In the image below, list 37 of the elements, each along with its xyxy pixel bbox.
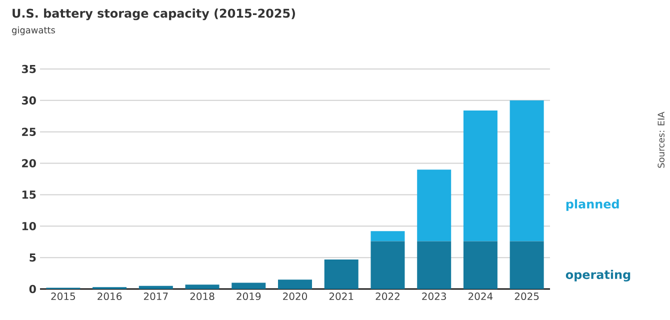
x-tick-label: 2019 <box>236 292 261 300</box>
bar <box>417 170 452 242</box>
y-tick-label: 25 <box>22 128 36 136</box>
series-label: planned <box>566 199 619 211</box>
x-tick-label: 2022 <box>376 292 400 300</box>
x-tick-label: 2024 <box>468 292 493 300</box>
x-tick-label: 2021 <box>329 292 354 300</box>
source-note: Sources: EIA <box>658 112 664 168</box>
bar <box>232 282 266 289</box>
x-tick-label: 2016 <box>98 292 122 300</box>
y-tick-label: 5 <box>30 254 36 262</box>
y-tick-label: 10 <box>22 222 36 230</box>
x-tick-label: 2015 <box>51 292 75 300</box>
bar <box>324 259 358 289</box>
chart-title: U.S. battery storage capacity (2015-2025) <box>12 8 296 20</box>
y-tick-label: 20 <box>22 159 36 168</box>
bar <box>463 110 498 242</box>
y-tick-label: 35 <box>22 64 36 74</box>
x-tick-label: 2020 <box>283 292 308 300</box>
bar <box>278 280 312 289</box>
y-tick-label: 0 <box>29 284 36 294</box>
y-tick-label: 15 <box>22 190 36 199</box>
bar <box>510 241 544 289</box>
chart-subtitle: gigawatts <box>12 26 55 36</box>
bar <box>370 241 405 289</box>
x-tick-label: 2017 <box>144 292 168 300</box>
bar <box>510 100 544 242</box>
bar <box>138 286 173 289</box>
x-tick-label: 2018 <box>190 292 214 300</box>
bar <box>463 241 498 289</box>
series-label: operating <box>566 270 630 282</box>
x-tick-label: 2025 <box>514 292 539 300</box>
y-tick-label: 30 <box>22 96 36 105</box>
bar <box>370 231 405 242</box>
x-tick-label: 2023 <box>422 292 446 300</box>
bar <box>417 241 452 289</box>
bar <box>185 284 220 289</box>
